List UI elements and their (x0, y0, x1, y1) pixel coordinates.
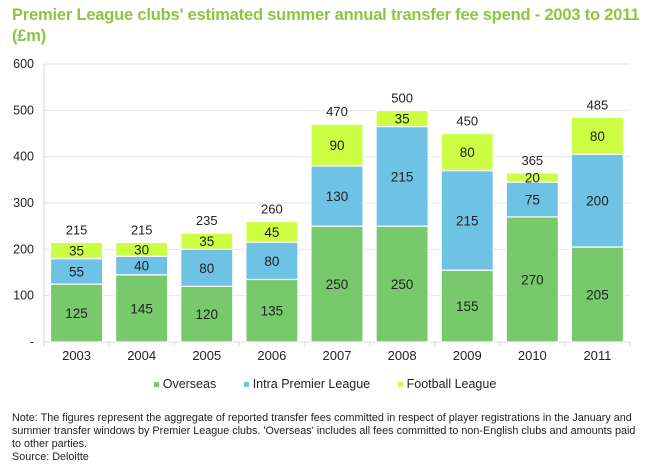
legend-item-football-league: Football League (397, 377, 497, 391)
segment-value-label: 40 (134, 259, 149, 274)
segment-value-label: 80 (264, 254, 279, 269)
segment-value-label: 75 (525, 193, 540, 208)
segment-value-label: 45 (264, 225, 279, 240)
segment-value-label: 130 (326, 189, 349, 204)
bar-segment (310, 123, 364, 167)
bar-segment (180, 232, 234, 250)
y-tick-label: 600 (13, 57, 34, 71)
bar-segment (570, 116, 625, 155)
y-tick-label: 200 (13, 242, 34, 256)
legend-label: Football League (406, 377, 497, 391)
bar-segment (440, 132, 494, 172)
segment-value-label: 200 (586, 194, 609, 209)
segment-value-label: 250 (391, 277, 414, 292)
bar-segment (570, 153, 625, 248)
segment-value-label: 215 (391, 169, 414, 184)
segment-value-label: 270 (521, 272, 544, 287)
bar-segment (310, 225, 364, 343)
bar-segment (180, 248, 234, 287)
x-tick-label: 2011 (583, 348, 611, 363)
x-tick-label: 2009 (453, 348, 482, 363)
segment-value-label: 35 (199, 234, 214, 249)
segment-value-label: 20 (525, 171, 540, 186)
bar-segment (375, 125, 429, 227)
segment-value-label: 30 (134, 242, 149, 257)
x-tick-label: 2003 (62, 348, 91, 363)
legend-label: Intra Premier League (252, 377, 371, 391)
segment-value-label: 155 (456, 299, 479, 314)
segment-value-label: 215 (456, 213, 479, 228)
y-tick-label: - (30, 335, 34, 349)
bar-segment (440, 169, 494, 271)
chart-title: Premier League clubs' estimated summer a… (12, 6, 640, 45)
segment-value-label: 55 (69, 264, 84, 279)
legend-item-intra-premier-league: Intra Premier League (243, 377, 371, 391)
bar-segment (49, 258, 104, 285)
total-label: 235 (196, 213, 218, 228)
y-tick-label: 400 (13, 150, 34, 164)
bar-segment (180, 285, 234, 343)
legend-label: Overseas (162, 377, 217, 391)
bar-segment (49, 241, 104, 260)
segment-value-label: 35 (69, 243, 84, 258)
total-label: 260 (261, 202, 283, 217)
y-tick-label: 300 (13, 196, 34, 210)
segment-value-label: 35 (395, 111, 410, 126)
bar-segment (375, 109, 429, 128)
footnote: Note: The figures represent the aggregat… (12, 412, 642, 464)
segment-value-label: 250 (326, 277, 349, 292)
segment-value-label: 80 (460, 145, 475, 160)
total-label: 365 (521, 153, 543, 168)
bar-segment (505, 172, 559, 183)
total-label: 470 (326, 104, 348, 119)
segment-value-label: 80 (590, 129, 605, 144)
total-label: 215 (131, 222, 153, 237)
segment-value-label: 90 (329, 138, 344, 153)
segment-value-label: 125 (65, 306, 88, 321)
x-tick-label: 2010 (518, 348, 547, 363)
total-label: 215 (66, 222, 88, 237)
x-tick-label: 2007 (323, 348, 352, 363)
y-tick-label: 100 (13, 289, 34, 303)
legend-swatch-intra-premier-league (243, 382, 249, 388)
x-tick-label: 2004 (127, 348, 156, 363)
bar-segment (505, 181, 559, 218)
legend-swatch-overseas (153, 382, 159, 388)
legend-item-overseas: Overseas (153, 377, 217, 391)
legend: Overseas Intra Premier League Football L… (0, 377, 650, 391)
stacked-bar-chart: - 100 200 300 400 500 600 125 55 35 215 2003 145 40 30… (13, 57, 631, 363)
total-label: 485 (587, 97, 609, 112)
bar-segment (245, 241, 299, 281)
x-tick-label: 2005 (192, 348, 221, 363)
x-tick-label: 2008 (388, 348, 417, 363)
segment-value-label: 135 (261, 304, 284, 319)
x-tick-label: 2006 (257, 348, 286, 363)
bar-segment (570, 246, 625, 343)
segment-value-label: 145 (130, 301, 153, 316)
legend-swatch-football-league (397, 382, 403, 388)
total-label: 500 (391, 90, 413, 105)
bar-segment (115, 241, 169, 257)
note-text: Note: The figures represent the aggregat… (12, 412, 636, 450)
source-text: Source: Deloitte (12, 451, 89, 463)
bar-segment (310, 165, 364, 227)
bar-segment (375, 225, 429, 343)
y-tick-label: 500 (13, 103, 34, 117)
bar-segment (115, 274, 169, 343)
segment-value-label: 120 (196, 307, 219, 322)
segment-value-label: 205 (586, 288, 609, 303)
total-label: 450 (456, 114, 478, 129)
bar-segment (245, 220, 299, 243)
segment-value-label: 80 (199, 261, 214, 276)
